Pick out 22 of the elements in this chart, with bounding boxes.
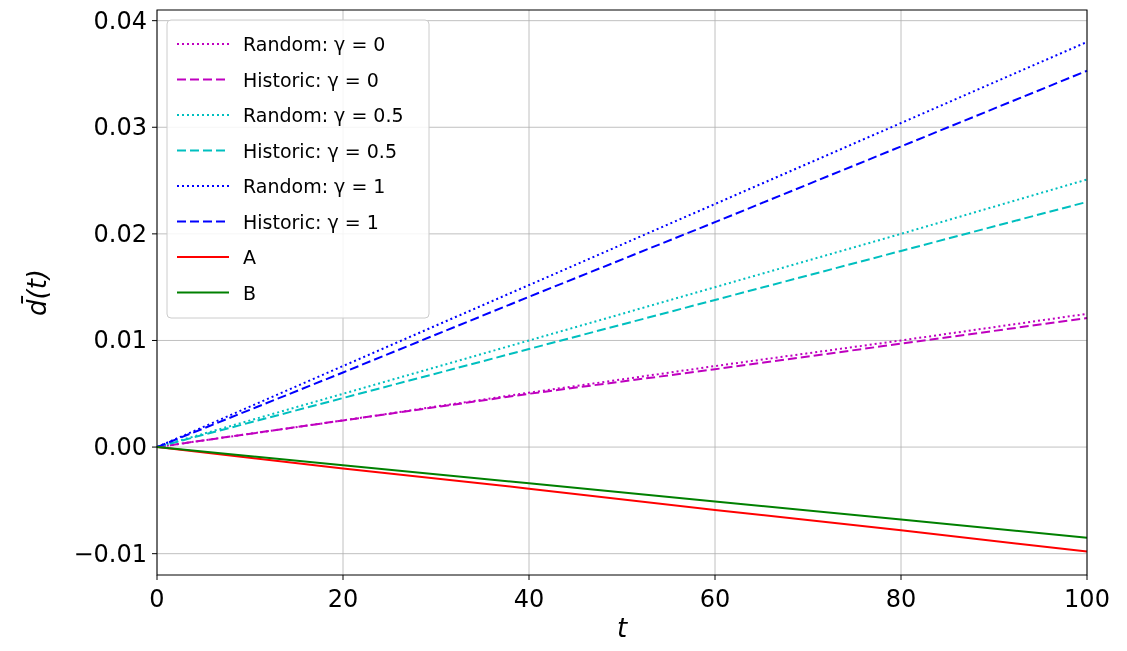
x-tick-label: 20 <box>327 585 359 613</box>
x-tick-label: 40 <box>513 585 545 613</box>
legend-label: Random: γ = 0 <box>243 33 386 55</box>
y-tick-label: 0.03 <box>93 113 147 142</box>
legend-label: Historic: γ = 0 <box>243 68 379 91</box>
y-tick-label: 0.01 <box>93 326 147 355</box>
x-axis-title: t <box>616 613 628 643</box>
legend-label: B <box>243 281 257 304</box>
x-tick-label: 100 <box>1064 585 1110 613</box>
legend-label: Historic: γ = 1 <box>243 210 379 233</box>
y-axis-title: d̄(t) <box>21 269 52 316</box>
y-tick-label: −0.01 <box>73 539 147 568</box>
legend-label: Random: γ = 0.5 <box>243 104 404 126</box>
x-tick-label: 80 <box>885 585 917 613</box>
legend-label: Random: γ = 1 <box>243 175 386 197</box>
x-tick-label: 0 <box>149 585 165 613</box>
y-tick-label: 0.02 <box>93 219 147 248</box>
x-tick-label: 60 <box>699 585 731 613</box>
legend-label: Historic: γ = 0.5 <box>243 139 397 162</box>
legend-label: A <box>243 246 256 268</box>
y-tick-label: 0.00 <box>93 433 147 462</box>
y-tick-label: 0.04 <box>93 6 147 35</box>
